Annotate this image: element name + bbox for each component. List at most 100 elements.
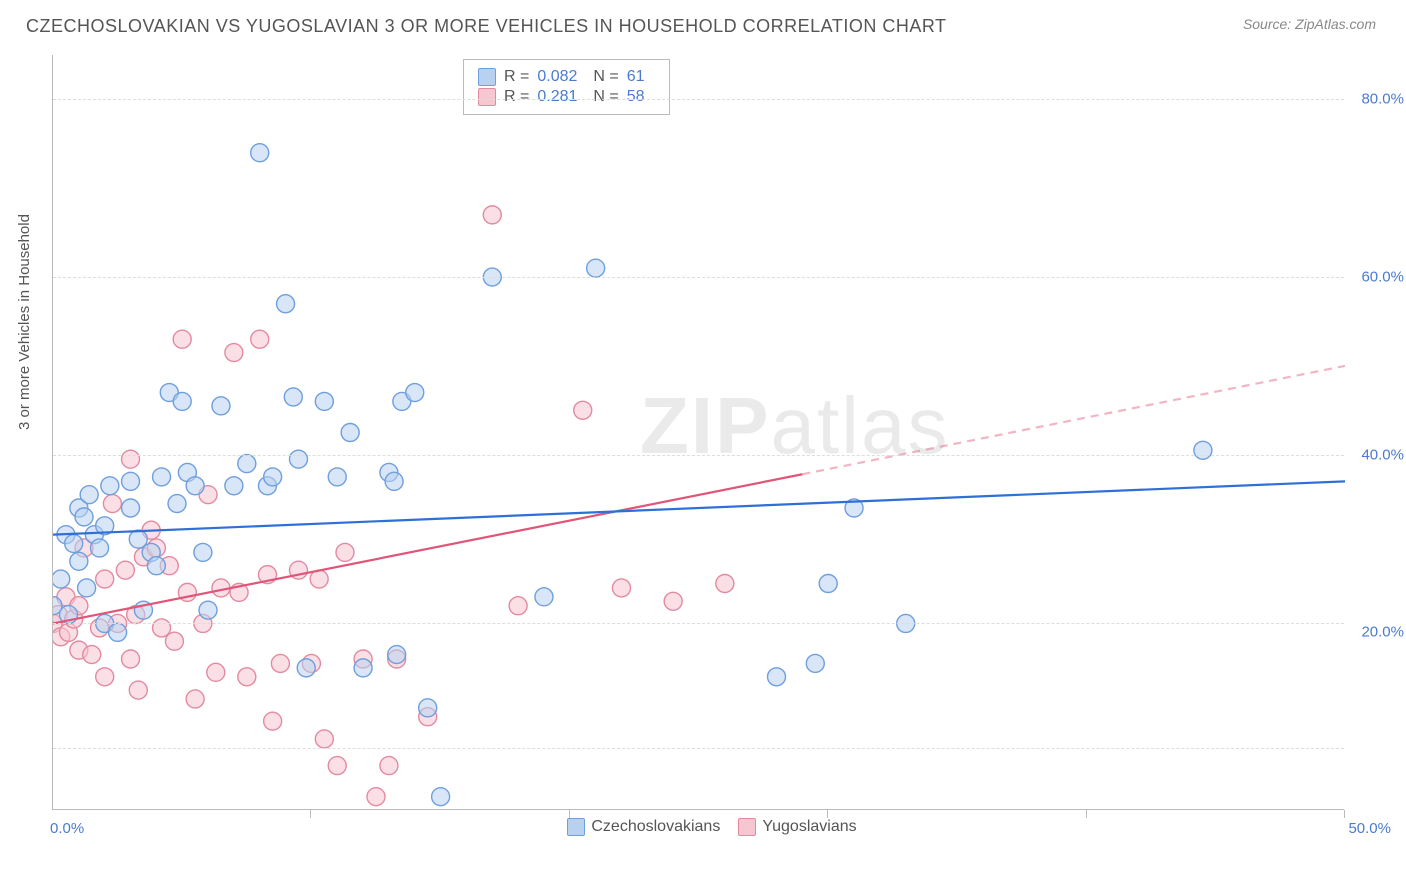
legend-label-czech: Czechoslovakians — [591, 818, 720, 835]
y-tick-label: 20.0% — [1361, 624, 1404, 641]
data-point-yugo — [122, 650, 140, 668]
gridline — [53, 455, 1344, 456]
x-tick-mark — [827, 810, 828, 818]
stats-n-label: N = — [593, 68, 618, 86]
data-point-yugo — [103, 495, 121, 513]
data-point-czech — [212, 397, 230, 415]
scatter-plot-svg — [53, 55, 1345, 810]
data-point-czech — [819, 575, 837, 593]
data-point-czech — [122, 499, 140, 517]
gridline — [53, 277, 1344, 278]
data-point-czech — [768, 668, 786, 686]
stats-n-value: 58 — [627, 88, 655, 106]
x-tick-mark — [1344, 810, 1345, 818]
data-point-czech — [1194, 441, 1212, 459]
data-point-yugo — [96, 668, 114, 686]
gridline — [53, 623, 1344, 624]
stats-r-label: R = — [504, 68, 529, 86]
data-point-czech — [297, 659, 315, 677]
data-point-czech — [78, 579, 96, 597]
stats-n-value: 61 — [627, 68, 655, 86]
data-point-yugo — [116, 561, 134, 579]
data-point-czech — [289, 450, 307, 468]
data-point-czech — [388, 646, 406, 664]
y-tick-label: 40.0% — [1361, 446, 1404, 463]
x-tick-mark — [310, 810, 311, 818]
data-point-yugo — [612, 579, 630, 597]
data-point-yugo — [336, 543, 354, 561]
data-point-czech — [264, 468, 282, 486]
swatch-yugo-icon — [478, 88, 496, 106]
data-point-czech — [199, 601, 217, 619]
x-tick-mark — [1086, 810, 1087, 818]
data-point-czech — [153, 468, 171, 486]
data-point-yugo — [165, 632, 183, 650]
data-point-yugo — [483, 206, 501, 224]
source-attribution: Source: ZipAtlas.com — [1243, 16, 1376, 32]
y-tick-label: 60.0% — [1361, 269, 1404, 286]
data-point-yugo — [509, 597, 527, 615]
data-point-czech — [238, 455, 256, 473]
data-point-czech — [806, 654, 824, 672]
regression-line-czech — [53, 481, 1345, 534]
x-tick-mark — [569, 810, 570, 818]
gridline — [53, 748, 1344, 749]
data-point-czech — [277, 295, 295, 313]
data-point-czech — [122, 472, 140, 490]
data-point-czech — [587, 259, 605, 277]
data-point-czech — [91, 539, 109, 557]
data-point-yugo — [251, 330, 269, 348]
legend-swatch-yugo-icon — [738, 818, 756, 836]
stats-legend-box: R = 0.082 N = 61 R = 0.281 N = 58 — [463, 59, 670, 115]
data-point-czech — [194, 543, 212, 561]
chart-plot-area: R =0.082N =61R =0.281N =58 20.0%40.0%60.… — [52, 55, 1344, 810]
y-axis-label: 3 or more Vehicles in Household — [16, 214, 33, 430]
data-point-czech — [354, 659, 372, 677]
data-point-yugo — [574, 401, 592, 419]
data-point-czech — [315, 392, 333, 410]
legend-swatch-czech-icon — [567, 818, 585, 836]
swatch-czech-icon — [478, 68, 496, 86]
data-point-czech — [432, 788, 450, 806]
data-point-yugo — [716, 575, 734, 593]
legend-label-yugo: Yugoslavians — [762, 818, 856, 835]
data-point-yugo — [271, 654, 289, 672]
data-point-czech — [101, 477, 119, 495]
data-point-yugo — [96, 570, 114, 588]
data-point-czech — [251, 144, 269, 162]
data-point-czech — [535, 588, 553, 606]
data-point-czech — [80, 486, 98, 504]
data-point-czech — [173, 392, 191, 410]
gridline — [53, 99, 1344, 100]
data-point-yugo — [83, 646, 101, 664]
data-point-yugo — [664, 592, 682, 610]
data-point-czech — [225, 477, 243, 495]
data-point-czech — [419, 699, 437, 717]
data-point-czech — [385, 472, 403, 490]
stats-r-value: 0.281 — [537, 88, 585, 106]
data-point-czech — [147, 557, 165, 575]
chart-title: CZECHOSLOVAKIAN VS YUGOSLAVIAN 3 OR MORE… — [26, 16, 947, 37]
stats-r-value: 0.082 — [537, 68, 585, 86]
data-point-yugo — [225, 344, 243, 362]
stats-r-label: R = — [504, 88, 529, 106]
bottom-legend: Czechoslovakians Yugoslavians — [0, 818, 1406, 836]
data-point-yugo — [367, 788, 385, 806]
data-point-czech — [406, 384, 424, 402]
data-point-czech — [75, 508, 93, 526]
data-point-czech — [65, 535, 83, 553]
stats-row-yugo: R = 0.281 N = 58 — [478, 88, 655, 106]
data-point-czech — [341, 424, 359, 442]
data-point-yugo — [380, 757, 398, 775]
data-point-yugo — [264, 712, 282, 730]
data-point-czech — [70, 552, 88, 570]
data-point-yugo — [328, 757, 346, 775]
stats-n-label: N = — [593, 88, 618, 106]
data-point-czech — [328, 468, 346, 486]
data-point-czech — [186, 477, 204, 495]
data-point-yugo — [129, 681, 147, 699]
data-point-czech — [109, 623, 127, 641]
data-point-yugo — [238, 668, 256, 686]
data-point-yugo — [207, 663, 225, 681]
data-point-yugo — [173, 330, 191, 348]
